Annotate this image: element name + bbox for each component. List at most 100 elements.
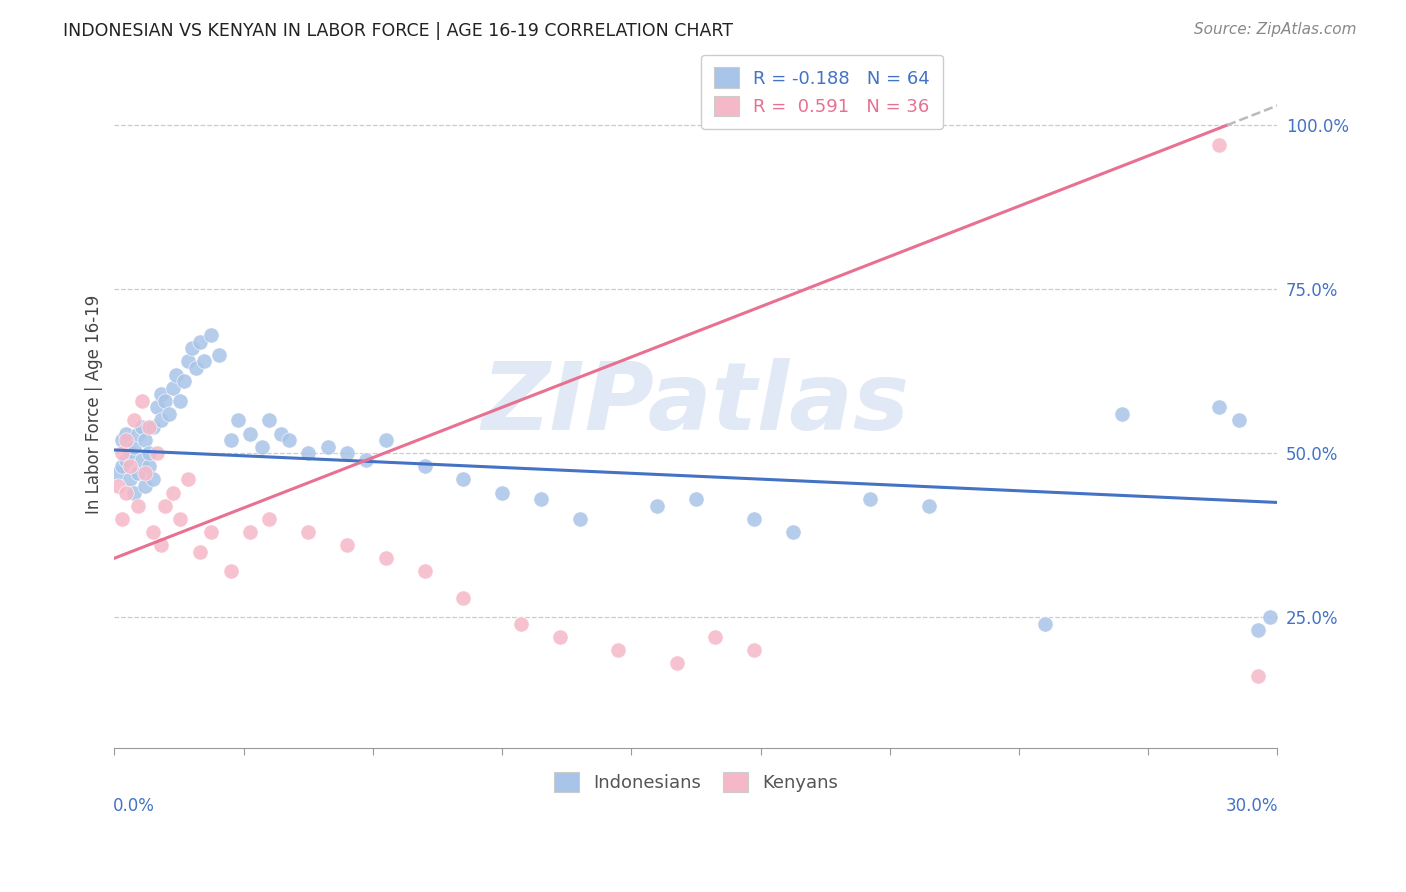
Point — [219, 433, 242, 447]
Point — [165, 368, 187, 382]
Point — [704, 630, 727, 644]
Point — [510, 616, 533, 631]
Point — [138, 446, 160, 460]
Point — [356, 452, 378, 467]
Point — [188, 544, 211, 558]
Point — [142, 524, 165, 539]
Point — [149, 413, 172, 427]
Point — [259, 413, 281, 427]
Point — [188, 334, 211, 349]
Point — [316, 440, 339, 454]
Point — [142, 473, 165, 487]
Point — [115, 485, 138, 500]
Point — [111, 446, 134, 460]
Point — [742, 512, 765, 526]
Point — [127, 466, 149, 480]
Text: 30.0%: 30.0% — [1226, 797, 1278, 814]
Text: Source: ZipAtlas.com: Source: ZipAtlas.com — [1194, 22, 1357, 37]
Legend: Indonesians, Kenyans: Indonesians, Kenyans — [544, 763, 848, 801]
Point — [250, 440, 273, 454]
Point — [645, 499, 668, 513]
Point — [297, 524, 319, 539]
Point — [134, 479, 156, 493]
Text: INDONESIAN VS KENYAN IN LABOR FORCE | AGE 16-19 CORRELATION CHART: INDONESIAN VS KENYAN IN LABOR FORCE | AG… — [63, 22, 734, 40]
Point — [138, 459, 160, 474]
Point — [1247, 669, 1270, 683]
Point — [219, 565, 242, 579]
Text: 0.0%: 0.0% — [114, 797, 155, 814]
Point — [111, 512, 134, 526]
Point — [1258, 610, 1281, 624]
Point — [142, 420, 165, 434]
Point — [107, 479, 129, 493]
Point — [607, 643, 630, 657]
Point — [149, 538, 172, 552]
Point — [530, 492, 553, 507]
Point — [1247, 624, 1270, 638]
Point — [336, 538, 359, 552]
Point — [107, 466, 129, 480]
Point — [297, 446, 319, 460]
Point — [228, 413, 250, 427]
Point — [453, 591, 475, 605]
Point — [239, 524, 262, 539]
Point — [127, 499, 149, 513]
Point — [157, 407, 180, 421]
Point — [193, 354, 215, 368]
Point — [153, 393, 176, 408]
Point — [162, 381, 184, 395]
Point — [259, 512, 281, 526]
Point — [413, 459, 436, 474]
Point — [917, 499, 939, 513]
Point — [146, 401, 169, 415]
Point — [169, 393, 191, 408]
Point — [200, 524, 222, 539]
Point — [239, 426, 262, 441]
Point — [685, 492, 707, 507]
Point — [131, 452, 153, 467]
Point — [138, 420, 160, 434]
Point — [173, 374, 195, 388]
Point — [169, 512, 191, 526]
Point — [184, 361, 207, 376]
Point — [115, 452, 138, 467]
Point — [134, 466, 156, 480]
Point — [270, 426, 292, 441]
Point — [115, 426, 138, 441]
Point — [1208, 401, 1230, 415]
Point — [115, 433, 138, 447]
Point — [118, 459, 141, 474]
Point — [127, 426, 149, 441]
Point — [413, 565, 436, 579]
Point — [277, 433, 299, 447]
Point — [453, 473, 475, 487]
Point — [177, 354, 200, 368]
Point — [548, 630, 571, 644]
Point — [1111, 407, 1133, 421]
Point — [200, 328, 222, 343]
Point — [491, 485, 513, 500]
Point — [1208, 137, 1230, 152]
Point — [1227, 413, 1250, 427]
Point — [742, 643, 765, 657]
Point — [111, 459, 134, 474]
Point — [665, 656, 688, 670]
Point — [336, 446, 359, 460]
Point — [374, 433, 396, 447]
Point — [122, 485, 145, 500]
Point — [111, 433, 134, 447]
Point — [118, 446, 141, 460]
Point — [134, 433, 156, 447]
Point — [1033, 616, 1056, 631]
Point — [149, 387, 172, 401]
Point — [131, 420, 153, 434]
Point — [181, 341, 204, 355]
Text: ZIPatlas: ZIPatlas — [482, 358, 910, 450]
Point — [118, 473, 141, 487]
Point — [146, 446, 169, 460]
Point — [122, 440, 145, 454]
Point — [153, 499, 176, 513]
Point — [208, 348, 231, 362]
Point — [131, 393, 153, 408]
Point — [177, 473, 200, 487]
